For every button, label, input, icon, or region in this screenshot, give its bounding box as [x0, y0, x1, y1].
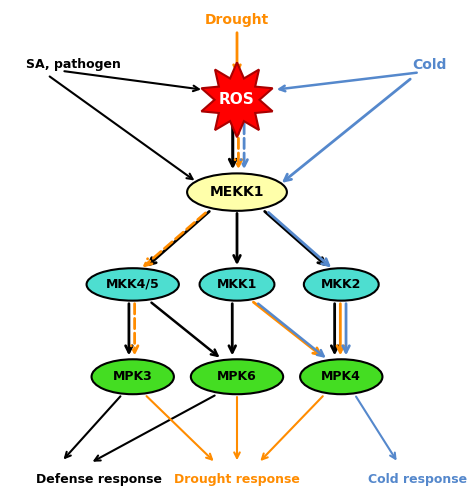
Text: Drought: Drought: [205, 13, 269, 27]
Text: MPK4: MPK4: [321, 370, 361, 383]
Text: Drought response: Drought response: [174, 473, 300, 486]
Text: MKK1: MKK1: [217, 278, 257, 291]
Ellipse shape: [91, 359, 174, 394]
Text: MPK3: MPK3: [113, 370, 153, 383]
Text: MKK2: MKK2: [321, 278, 362, 291]
Text: ROS: ROS: [219, 92, 255, 107]
Text: Cold response: Cold response: [367, 473, 467, 486]
Text: SA, pathogen: SA, pathogen: [26, 58, 121, 71]
Text: MEKK1: MEKK1: [210, 185, 264, 199]
Text: MPK6: MPK6: [217, 370, 257, 383]
Ellipse shape: [87, 268, 179, 300]
Text: Defense response: Defense response: [36, 473, 162, 486]
Ellipse shape: [187, 174, 287, 211]
Text: Cold: Cold: [412, 58, 446, 72]
Text: MKK4/5: MKK4/5: [106, 278, 160, 291]
Ellipse shape: [304, 268, 379, 300]
Ellipse shape: [191, 359, 283, 394]
Ellipse shape: [300, 359, 383, 394]
Polygon shape: [201, 62, 273, 137]
Ellipse shape: [200, 268, 274, 300]
